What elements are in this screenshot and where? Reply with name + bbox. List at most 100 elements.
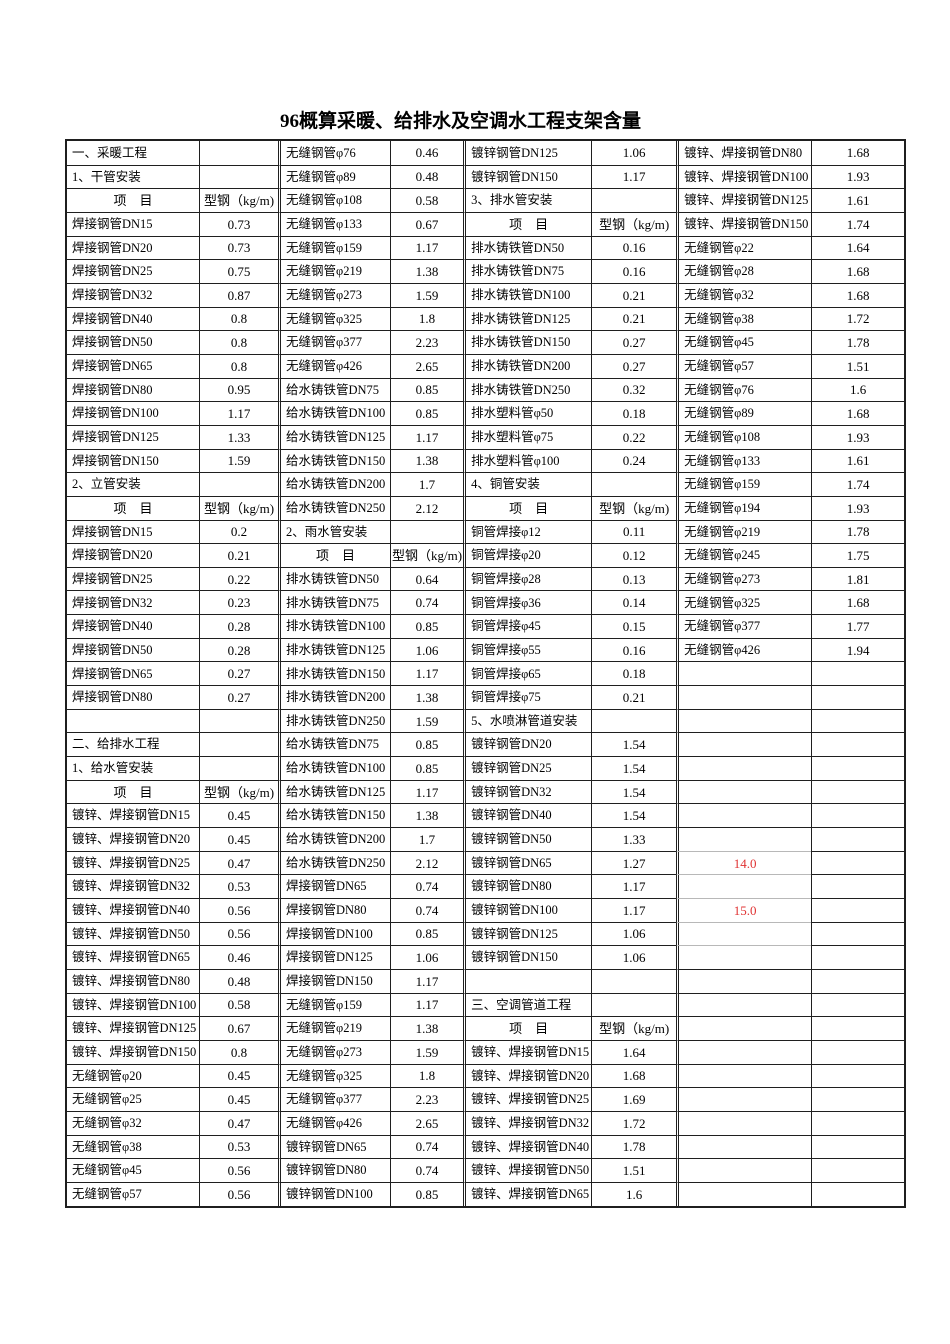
value-cell: 0.48 — [390, 164, 464, 189]
item-label-cell: 镀锌、焊接钢管DN25 — [463, 1087, 592, 1111]
item-label-cell: 镀锌钢管DN100 — [278, 1181, 390, 1206]
item-label-cell: 排水铸铁管DN200 — [278, 685, 390, 709]
item-label-cell: 焊接钢管DN25 — [67, 259, 199, 283]
table-row: 镀锌、焊接钢管DN65 0.46 焊接钢管DN125 1.06 镀锌钢管DN150 1.0… — [67, 945, 905, 969]
empty-cell — [811, 1158, 905, 1182]
value-cell: 0.85 — [390, 1181, 464, 1206]
column-header-cell: 项 目 — [67, 188, 199, 212]
table-row: 焊接钢管DN125 1.33 给水铸铁管DN125 1.17 排水塑料管φ75 0.22 无… — [67, 424, 905, 449]
item-label-cell: 无缝钢管φ38 — [676, 306, 812, 331]
item-label-cell: 排水塑料管φ75 — [463, 424, 592, 449]
value-cell: 1.75 — [811, 543, 905, 567]
value-cell: 1.68 — [811, 401, 905, 425]
item-label-cell: 铜管焊接φ36 — [463, 590, 592, 615]
item-label-cell: 无缝钢管φ273 — [278, 282, 390, 307]
table-row: 项 目型钢（kg/m) 无缝钢管φ108 0.58 3、排水管安装 镀锌、焊接钢管DN1… — [67, 188, 905, 212]
empty-cell — [676, 874, 812, 898]
item-label-cell: 铜管焊接φ55 — [463, 637, 592, 662]
value-cell: 0.15 — [591, 614, 677, 638]
item-label-cell: 镀锌、焊接钢管DN50 — [463, 1158, 592, 1182]
item-label-cell: 焊接钢管DN15 — [67, 519, 199, 544]
value-cell: 2.23 — [390, 330, 464, 354]
value-cell: 1.69 — [591, 1087, 677, 1111]
item-label-cell: 镀锌钢管DN150 — [463, 164, 592, 189]
value-cell: 0.58 — [390, 188, 464, 212]
table-row: 镀锌、焊接钢管DN50 0.56 焊接钢管DN100 0.85 镀锌钢管DN125 1.0… — [67, 921, 905, 946]
value-cell: 1.06 — [591, 945, 677, 969]
item-label-cell: 镀锌钢管DN20 — [463, 732, 592, 757]
item-label-cell: 无缝钢管φ377 — [278, 1087, 390, 1111]
item-label-cell: 镀锌钢管DN150 — [463, 945, 592, 969]
item-label-cell: 镀锌、焊接钢管DN150 — [676, 211, 812, 236]
value-cell: 1.74 — [811, 472, 905, 496]
item-label-cell: 无缝钢管φ89 — [676, 401, 812, 425]
value-cell: 0.24 — [591, 448, 677, 473]
value-cell: 1.59 — [199, 448, 278, 473]
value-cell: 1.77 — [811, 614, 905, 638]
value-cell: 1.38 — [390, 259, 464, 283]
empty-cell — [811, 756, 905, 780]
table-row: 无缝钢管φ57 0.56 镀锌钢管DN100 0.85 镀锌、焊接钢管DN65 1.6 — [67, 1181, 905, 1206]
value-cell: 0.2 — [199, 519, 278, 544]
empty-cell — [811, 827, 905, 851]
table-row: 焊接钢管DN100 1.17 给水铸铁管DN100 0.85 排水塑料管φ50 0.18 无… — [67, 401, 905, 425]
item-label-cell: 焊接钢管DN25 — [67, 566, 199, 591]
table-row: 焊接钢管DN50 0.28 排水铸铁管DN125 1.06 铜管焊接φ55 0.16 无缝钢… — [67, 637, 905, 662]
value-cell: 0.21 — [591, 282, 677, 307]
value-cell: 1.38 — [390, 448, 464, 473]
item-label-cell: 排水塑料管φ100 — [463, 448, 592, 473]
item-label-cell: 铜管焊接φ28 — [463, 566, 592, 591]
item-label-cell: 焊接钢管DN50 — [67, 330, 199, 354]
value-cell: 1.68 — [811, 141, 904, 165]
item-label-cell: 焊接钢管DN32 — [67, 282, 199, 307]
section-header-cell: 三、空调管道工程 — [463, 992, 592, 1017]
table-row: 焊接钢管DN50 0.8 无缝钢管φ377 2.23 排水铸铁管DN150 0.27 无缝钢… — [67, 330, 905, 354]
table-row: 1、干管安装 无缝钢管φ89 0.48 镀锌钢管DN150 1.17 镀锌、焊接钢管DN1… — [67, 164, 905, 189]
item-label-cell: 焊接钢管DN50 — [67, 637, 199, 662]
item-label-cell: 铜管焊接φ75 — [463, 685, 592, 709]
value-cell: 0.74 — [390, 1134, 464, 1159]
empty-cell — [199, 141, 278, 165]
item-label-cell: 无缝钢管φ426 — [278, 1110, 390, 1135]
empty-cell — [811, 1181, 905, 1206]
table-row: 焊接钢管DN40 0.28 排水铸铁管DN100 0.85 铜管焊接φ45 0.15 无缝钢… — [67, 614, 905, 638]
empty-cell — [67, 708, 199, 733]
empty-cell — [811, 661, 905, 686]
item-label-cell: 铜管焊接φ65 — [463, 661, 592, 686]
section-header-cell: 3、排水管安装 — [463, 188, 592, 212]
value-cell: 0.45 — [199, 803, 278, 828]
empty-cell — [199, 708, 278, 733]
item-label-cell: 无缝钢管φ219 — [676, 519, 812, 544]
item-label-cell: 给水铸铁管DN150 — [278, 448, 390, 473]
table-row: 无缝钢管φ45 0.56 镀锌钢管DN80 0.74 镀锌、焊接钢管DN50 1.51 — [67, 1158, 905, 1182]
value-cell: 1.06 — [591, 921, 677, 946]
value-cell: 0.21 — [199, 543, 278, 567]
column-header-cell: 项 目 — [67, 779, 199, 804]
empty-cell — [811, 708, 905, 733]
value-cell: 1.17 — [390, 424, 464, 449]
empty-cell — [676, 1016, 812, 1040]
empty-cell — [811, 898, 905, 922]
value-cell: 0.53 — [199, 1134, 278, 1159]
item-label-cell: 镀锌钢管DN125 — [463, 921, 592, 946]
value-cell: 0.18 — [591, 661, 677, 686]
empty-cell — [811, 1087, 905, 1111]
table-row: 镀锌、焊接钢管DN15 0.45 给水铸铁管DN150 1.38 镀锌钢管DN40 1.5… — [67, 803, 905, 828]
value-cell: 1.81 — [811, 566, 905, 591]
table-row: 无缝钢管φ20 0.45 无缝钢管φ325 1.8 镀锌、焊接钢管DN20 1.68 — [67, 1063, 905, 1088]
item-label-cell: 无缝钢管φ76 — [676, 377, 812, 402]
item-label-cell: 镀锌、焊接钢管DN20 — [463, 1063, 592, 1088]
item-label-cell: 镀锌、焊接钢管DN150 — [67, 1039, 199, 1064]
item-label-cell: 无缝钢管φ25 — [67, 1087, 199, 1111]
item-label-cell: 镀锌钢管DN25 — [463, 756, 592, 780]
item-label-cell: 焊接钢管DN65 — [67, 661, 199, 685]
table-row: 焊接钢管DN80 0.95 给水铸铁管DN75 0.85 排水铸铁管DN250 0.32 无… — [67, 377, 905, 402]
value-cell: 0.16 — [591, 637, 677, 662]
column-header-cell: 项 目 — [67, 495, 199, 520]
section-header-cell: 2、雨水管安装 — [278, 519, 390, 544]
item-label-cell: 给水铸铁管DN100 — [278, 401, 390, 425]
table-row: 镀锌、焊接钢管DN25 0.47 给水铸铁管DN250 2.12 镀锌钢管DN65 1.2… — [67, 850, 905, 875]
empty-cell — [811, 850, 905, 875]
value-cell: 1.17 — [591, 164, 677, 189]
